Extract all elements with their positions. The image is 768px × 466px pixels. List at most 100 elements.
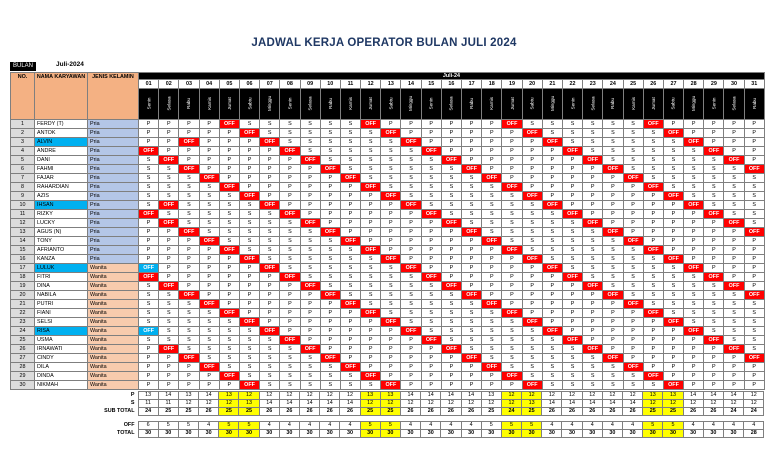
- shift-cell: P: [420, 137, 442, 147]
- employee-name: AZIS: [34, 191, 88, 201]
- shift-cell: S: [743, 182, 765, 192]
- shift-cell: P: [198, 128, 220, 138]
- shift-cell: P: [501, 137, 523, 147]
- shift-cell: S: [703, 299, 725, 309]
- summary-value: 24: [137, 407, 159, 416]
- table-row: 3 ALVIN Pria P P OFF P P P OFF S S S S S S OFF P P P P P P OFF S…: [10, 137, 765, 147]
- shift-cell: P: [158, 227, 180, 237]
- shift-cell: OFF: [238, 380, 261, 390]
- shift-cell: S: [400, 308, 422, 318]
- table-row: 13 AGUS (N) Pria P P OFF S S S S S S OFF P P P P P P OFF S S S…: [10, 227, 765, 237]
- shift-cell: S: [743, 191, 765, 201]
- shift-cell: S: [582, 254, 604, 264]
- shift-cell: P: [561, 155, 584, 165]
- shift-cell: S: [440, 308, 463, 318]
- shift-cell: S: [602, 137, 624, 147]
- shift-cell: S: [360, 137, 382, 147]
- shift-cell: S: [420, 173, 442, 183]
- shift-cell: S: [319, 263, 341, 273]
- shift-cell: S: [622, 263, 644, 273]
- shift-cell: P: [622, 191, 644, 201]
- employee-gender: Pria: [87, 137, 139, 147]
- shift-cell: S: [420, 290, 442, 300]
- day-name: Kamis: [339, 88, 362, 120]
- shift-cell: S: [420, 200, 442, 210]
- day-name-text: Jumat: [368, 97, 374, 110]
- employee-gender: Wanita: [87, 326, 139, 336]
- shift-cell: P: [319, 191, 341, 201]
- shift-cell: P: [238, 299, 261, 309]
- shift-cell: S: [440, 173, 463, 183]
- shift-cell: S: [420, 182, 442, 192]
- shift-cell: P: [178, 371, 200, 381]
- shift-cell: S: [178, 317, 200, 327]
- shift-cell: OFF: [158, 200, 180, 210]
- shift-cell: OFF: [662, 317, 685, 327]
- shift-cell: P: [178, 254, 200, 264]
- shift-cell: P: [158, 371, 180, 381]
- shift-cell: OFF: [683, 137, 705, 147]
- shift-cell: P: [501, 164, 523, 174]
- employee-name: FITRI: [34, 272, 88, 282]
- shift-cell: S: [622, 164, 644, 174]
- employee-name: SELSI: [34, 317, 88, 327]
- shift-cell: OFF: [420, 146, 442, 156]
- shift-cell: P: [238, 182, 261, 192]
- shift-cell: S: [481, 191, 503, 201]
- shift-cell: P: [339, 344, 362, 354]
- shift-cell: OFF: [642, 371, 664, 381]
- shift-cell: P: [238, 263, 261, 273]
- day-name-text: Minggu: [408, 95, 414, 112]
- summary-value: 14: [682, 391, 704, 400]
- shift-cell: OFF: [420, 335, 442, 345]
- shift-cell: P: [137, 236, 160, 246]
- shift-cell: OFF: [501, 119, 523, 129]
- shift-cell: P: [683, 245, 705, 255]
- shift-cell: OFF: [198, 299, 220, 309]
- summary-value: 30: [682, 429, 704, 438]
- shift-cell: P: [602, 317, 624, 327]
- day-number: 21: [541, 79, 563, 89]
- shift-cell: P: [723, 380, 745, 390]
- shift-cell: S: [501, 209, 523, 219]
- shift-cell: P: [561, 281, 584, 291]
- shift-cell: P: [299, 209, 321, 219]
- summary-value: 13: [218, 391, 240, 400]
- shift-cell: OFF: [158, 218, 180, 228]
- shift-cell: S: [319, 128, 341, 138]
- shift-cell: OFF: [602, 164, 624, 174]
- shift-cell: P: [178, 272, 200, 282]
- shift-cell: P: [400, 218, 422, 228]
- shift-cell: S: [238, 245, 261, 255]
- shift-cell: S: [440, 191, 463, 201]
- summary-value: 14: [278, 399, 301, 408]
- summary-value: 11: [157, 399, 179, 408]
- shift-cell: OFF: [622, 173, 644, 183]
- employee-name: KANZA: [34, 254, 88, 264]
- employee-name: DANI: [34, 155, 88, 165]
- shift-cell: P: [460, 137, 483, 147]
- shift-cell: P: [158, 254, 180, 264]
- shift-cell: P: [541, 290, 563, 300]
- shift-cell: P: [158, 137, 180, 147]
- shift-cell: S: [743, 308, 765, 318]
- shift-cell: OFF: [521, 191, 543, 201]
- shift-cell: P: [501, 380, 523, 390]
- day-number: 08: [279, 79, 301, 89]
- shift-cell: S: [662, 272, 685, 282]
- day-number: 04: [198, 79, 220, 89]
- employee-name: DINDA: [34, 371, 88, 381]
- shift-cell: OFF: [440, 218, 463, 228]
- shift-cell: S: [178, 299, 200, 309]
- shift-cell: P: [743, 137, 765, 147]
- shift-cell: S: [582, 137, 604, 147]
- summary-value: 26: [258, 407, 280, 416]
- employee-gender: Wanita: [87, 290, 139, 300]
- shift-cell: S: [683, 155, 705, 165]
- shift-cell: S: [137, 299, 160, 309]
- row-number: 30: [10, 380, 35, 390]
- shift-cell: P: [299, 308, 321, 318]
- shift-cell: P: [642, 344, 664, 354]
- shift-cell: P: [400, 227, 422, 237]
- employee-name: RAHARDIAN: [34, 182, 88, 192]
